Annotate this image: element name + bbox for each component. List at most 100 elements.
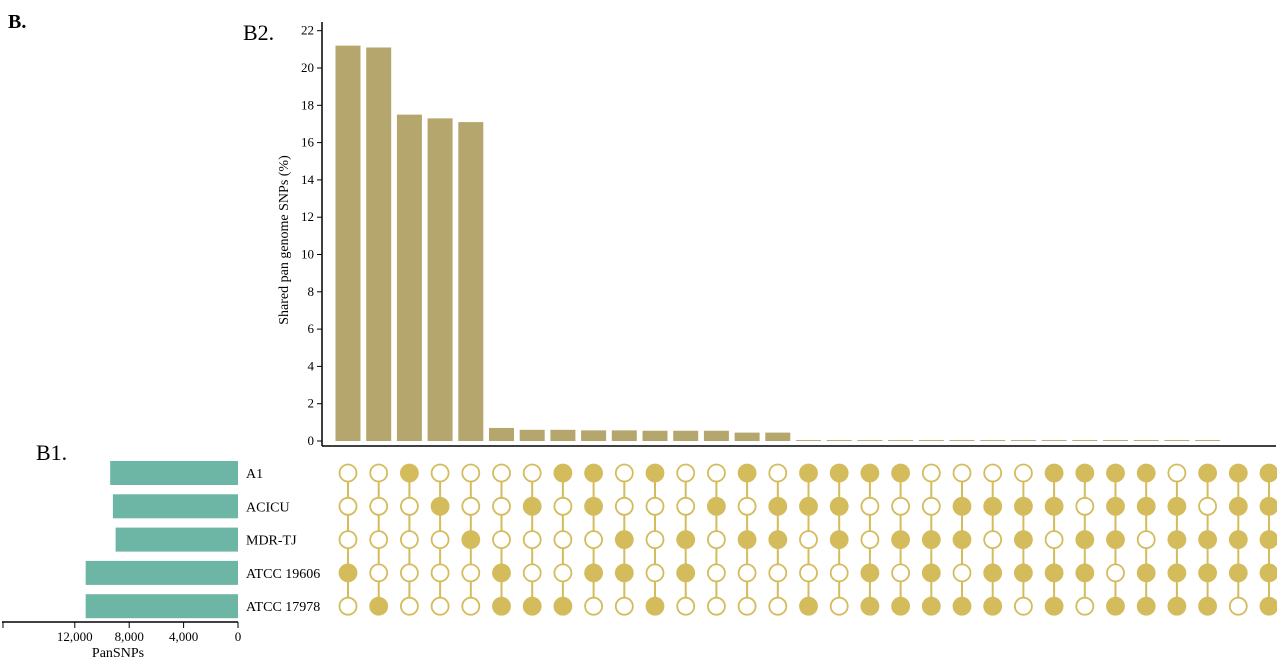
- panel-label-set-sizes: B1.: [36, 440, 67, 465]
- matrix-dot-filled: [921, 530, 941, 549]
- matrix-dot-empty: [737, 596, 757, 616]
- y-tick-label: 20: [301, 60, 314, 75]
- matrix-dot-filled: [1259, 563, 1277, 583]
- intersection-bar: [519, 429, 545, 441]
- matrix-dot-empty: [921, 496, 941, 516]
- matrix-dot-empty: [399, 563, 419, 583]
- intersection-bar: [335, 45, 361, 442]
- matrix-dot-filled: [983, 596, 1003, 616]
- set-size-tick-label: 4,000: [169, 629, 198, 644]
- matrix-dot-empty: [614, 496, 634, 516]
- set-size-axis: 12,000 8,000 4,000 0: [2, 621, 241, 644]
- intersection-bar: [427, 118, 453, 441]
- matrix-dot-empty: [1136, 530, 1156, 549]
- matrix-dot-filled: [707, 496, 726, 516]
- matrix-dot-empty: [799, 563, 818, 583]
- matrix-dot-filled: [553, 463, 573, 483]
- intersection-bar: [1133, 440, 1159, 441]
- matrix-dot-empty: [891, 496, 910, 516]
- matrix-dot-empty: [1106, 563, 1125, 583]
- matrix-dot-filled: [768, 496, 788, 516]
- matrix-dot-filled: [1014, 496, 1033, 516]
- intersection-bar: [949, 440, 975, 441]
- matrix-dot-empty: [430, 530, 450, 549]
- matrix-dot-empty: [492, 496, 511, 516]
- matrix-dot-empty: [799, 530, 818, 549]
- matrix-dot-filled: [860, 563, 880, 583]
- y-tick-label: 0: [308, 433, 315, 448]
- matrix-dot-empty: [461, 563, 481, 583]
- matrix-dot-filled: [1259, 596, 1277, 616]
- set-size-tick-label: 8,000: [115, 629, 144, 644]
- matrix-dot-empty: [1014, 596, 1033, 616]
- matrix-dot-filled: [645, 596, 665, 616]
- set-label: MDR-TJ: [246, 534, 297, 549]
- set-label: ATCC 17978: [246, 600, 320, 615]
- matrix-dot-filled: [860, 596, 880, 616]
- matrix-dot-filled: [1106, 530, 1125, 549]
- matrix-dot-filled: [522, 496, 542, 516]
- intersection-bar: [458, 122, 484, 442]
- matrix-dot-empty: [707, 563, 726, 583]
- y-tick-label: 14: [301, 172, 315, 187]
- y-tick-label: 12: [301, 209, 314, 224]
- matrix-dot-empty: [492, 530, 511, 549]
- set-size-bar: [85, 594, 239, 619]
- intersection-bars: [335, 45, 1221, 442]
- matrix-dot-empty: [737, 563, 757, 583]
- matrix-dot-filled: [1014, 530, 1033, 549]
- matrix-dot-filled: [921, 563, 941, 583]
- matrix-dot-filled: [1198, 563, 1217, 583]
- matrix-dot-empty: [1198, 496, 1217, 516]
- matrix-dot-filled: [891, 530, 910, 549]
- matrix-dot-empty: [338, 596, 358, 616]
- matrix-dot-filled: [829, 463, 849, 483]
- matrix-dot-empty: [707, 596, 726, 616]
- intersection-bar: [396, 114, 422, 441]
- matrix-dot-filled: [584, 496, 603, 516]
- matrix-dot-empty: [645, 530, 665, 549]
- set-label: ATCC 19606: [246, 567, 320, 582]
- panel-label-main: B.: [8, 11, 26, 33]
- set-size-tick-label: 12,000: [57, 629, 93, 644]
- matrix-dot-filled: [1106, 596, 1125, 616]
- matrix-dot-filled: [1259, 530, 1277, 549]
- panel-label-upset: B2.: [243, 20, 274, 45]
- matrix-dot-filled: [676, 530, 696, 549]
- matrix-dot-empty: [399, 530, 419, 549]
- matrix-dot-filled: [1014, 563, 1033, 583]
- intersection-bar: [673, 430, 699, 441]
- matrix-dot-empty: [614, 596, 634, 616]
- matrix-dot-filled: [1075, 530, 1095, 549]
- matrix-dot-empty: [338, 463, 358, 483]
- y-tick-label: 10: [301, 247, 314, 262]
- matrix-dot-empty: [860, 530, 880, 549]
- intersection-bar: [489, 427, 514, 441]
- matrix-dot-filled: [522, 596, 542, 616]
- set-size-bar: [110, 461, 238, 485]
- matrix-dot-filled: [1044, 463, 1064, 483]
- matrix-dot-empty: [553, 563, 573, 583]
- matrix-dot-empty: [522, 530, 542, 549]
- intersection-matrix: [338, 463, 1277, 616]
- matrix-dot-filled: [614, 563, 634, 583]
- matrix-dot-empty: [338, 496, 358, 516]
- y-tick-label: 8: [308, 284, 315, 299]
- matrix-dot-filled: [799, 496, 818, 516]
- matrix-dot-empty: [399, 596, 419, 616]
- matrix-dot-filled: [1075, 463, 1095, 483]
- matrix-dot-empty: [369, 496, 389, 516]
- intersection-bar: [765, 432, 791, 441]
- matrix-dot-filled: [1136, 496, 1156, 516]
- matrix-dot-empty: [676, 496, 696, 516]
- matrix-dot-filled: [676, 563, 696, 583]
- matrix-dot-filled: [553, 596, 573, 616]
- y-tick-label: 16: [301, 135, 315, 150]
- matrix-dot-filled: [614, 530, 634, 549]
- intersection-bar: [581, 430, 607, 441]
- y-tick-label: 22: [301, 23, 314, 38]
- matrix-dot-filled: [1198, 530, 1217, 549]
- intersection-bar: [918, 440, 944, 441]
- matrix-dot-empty: [952, 463, 972, 483]
- matrix-dot-empty: [645, 496, 665, 516]
